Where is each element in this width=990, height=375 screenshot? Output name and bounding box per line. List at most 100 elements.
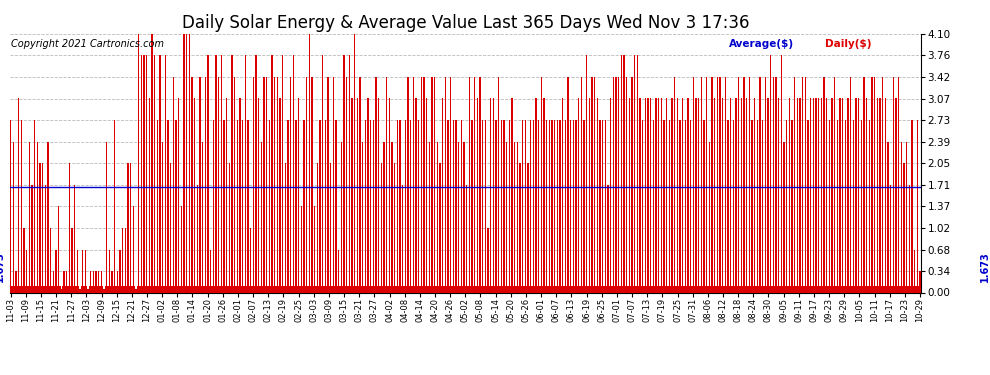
Bar	[311, 76, 313, 292]
Bar	[505, 286, 506, 292]
Bar	[251, 286, 252, 292]
Bar	[710, 286, 712, 292]
Bar	[325, 120, 326, 292]
Bar	[634, 55, 636, 292]
Bar	[899, 286, 901, 292]
Bar	[49, 286, 50, 292]
Bar	[637, 55, 638, 292]
Bar	[725, 76, 726, 292]
Bar	[429, 142, 430, 292]
Bar	[128, 163, 129, 292]
Bar	[267, 286, 268, 292]
Bar	[506, 142, 507, 292]
Bar	[362, 142, 363, 292]
Bar	[759, 76, 760, 292]
Bar	[219, 286, 221, 292]
Bar	[19, 286, 21, 292]
Title: Daily Solar Energy & Average Value Last 365 Days Wed Nov 3 17:36: Daily Solar Energy & Average Value Last …	[181, 14, 749, 32]
Bar	[542, 286, 544, 292]
Bar	[822, 286, 824, 292]
Bar	[611, 286, 613, 292]
Bar	[338, 250, 340, 292]
Bar	[364, 120, 366, 292]
Bar	[621, 55, 622, 292]
Bar	[817, 286, 818, 292]
Bar	[436, 286, 437, 292]
Bar	[315, 286, 317, 292]
Bar	[34, 120, 36, 292]
Bar	[606, 286, 607, 292]
Bar	[17, 286, 18, 292]
Bar	[155, 286, 156, 292]
Bar	[875, 286, 877, 292]
Bar	[175, 120, 176, 292]
Bar	[830, 286, 832, 292]
Bar	[693, 76, 694, 292]
Bar	[284, 163, 286, 292]
Bar	[581, 76, 582, 292]
Bar	[713, 286, 714, 292]
Bar	[866, 98, 867, 292]
Bar	[451, 286, 452, 292]
Bar	[447, 120, 448, 292]
Bar	[415, 98, 417, 292]
Bar	[746, 98, 747, 292]
Bar	[647, 98, 648, 292]
Text: Average($): Average($)	[730, 39, 795, 49]
Bar	[166, 286, 167, 292]
Bar	[395, 286, 397, 292]
Bar	[883, 286, 885, 292]
Bar	[209, 286, 210, 292]
Bar	[908, 286, 909, 292]
Bar	[471, 120, 472, 292]
Bar	[178, 98, 179, 292]
Bar	[186, 34, 187, 292]
Bar	[45, 184, 46, 292]
Bar	[493, 98, 494, 292]
Bar	[777, 286, 778, 292]
Bar	[562, 98, 563, 292]
Bar	[750, 286, 751, 292]
Bar	[198, 286, 199, 292]
Bar	[721, 286, 722, 292]
Bar	[367, 98, 368, 292]
Bar	[242, 120, 244, 292]
Bar	[501, 120, 502, 292]
Bar	[595, 286, 597, 292]
Bar	[349, 286, 351, 292]
Bar	[474, 76, 475, 292]
Bar	[301, 206, 302, 292]
Bar	[30, 286, 32, 292]
Bar	[848, 286, 850, 292]
Bar	[152, 286, 153, 292]
Bar	[64, 286, 66, 292]
Bar	[67, 286, 68, 292]
Bar	[791, 120, 793, 292]
Bar	[854, 286, 855, 292]
Bar	[850, 76, 851, 292]
Bar	[648, 286, 650, 292]
Bar	[68, 163, 70, 292]
Bar	[214, 286, 215, 292]
Bar	[121, 286, 122, 292]
Bar	[66, 271, 67, 292]
Bar	[587, 286, 589, 292]
Bar	[733, 120, 734, 292]
Bar	[758, 286, 759, 292]
Bar	[868, 120, 870, 292]
Text: Copyright 2021 Cartronics.com: Copyright 2021 Cartronics.com	[11, 39, 163, 49]
Bar	[726, 286, 728, 292]
Bar	[852, 120, 854, 292]
Bar	[554, 120, 555, 292]
Bar	[226, 98, 228, 292]
Bar	[368, 286, 370, 292]
Bar	[579, 286, 581, 292]
Bar	[72, 286, 74, 292]
Bar	[428, 286, 429, 292]
Bar	[346, 76, 347, 292]
Bar	[344, 55, 345, 292]
Bar	[559, 120, 560, 292]
Bar	[670, 286, 671, 292]
Bar	[821, 98, 822, 292]
Bar	[232, 55, 233, 292]
